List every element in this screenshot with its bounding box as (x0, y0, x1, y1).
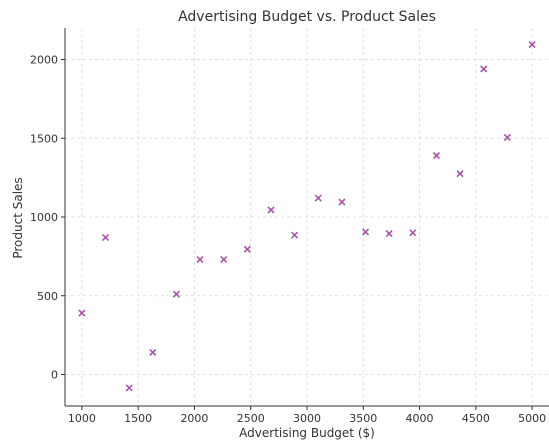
data-point (220, 255, 228, 264)
data-point (243, 245, 251, 253)
data-point (149, 348, 157, 356)
y-tick-label: 2000 (30, 54, 58, 67)
data-point (314, 194, 322, 202)
chart-title: Advertising Budget vs. Product Sales (178, 9, 436, 25)
data-point (385, 230, 393, 238)
data-point (172, 290, 180, 298)
data-point (432, 152, 440, 160)
data-point (267, 206, 275, 214)
y-axis-label: Product Sales (11, 177, 25, 258)
data-point (528, 41, 536, 49)
x-tick-label: 4500 (462, 412, 490, 425)
y-tick-label: 1000 (30, 211, 58, 224)
x-tick-label: 1500 (124, 412, 152, 425)
data-point (101, 233, 110, 242)
data-point (291, 231, 299, 239)
x-tick-label: 2000 (180, 412, 208, 425)
data-point (409, 229, 417, 237)
points (78, 41, 536, 392)
y-tick-label: 1500 (30, 132, 58, 145)
data-point (78, 309, 86, 317)
x-tick-label: 3000 (293, 412, 321, 425)
data-point (456, 170, 464, 178)
y-ticks: 0 500 1000 1500 2000 (30, 54, 65, 382)
x-axis-label: Advertising Budget ($) (239, 426, 375, 440)
x-tick-label: 2500 (237, 412, 265, 425)
data-point (503, 133, 511, 141)
x-tick-label: 4000 (406, 412, 434, 425)
data-point (338, 198, 346, 206)
x-tick-label: 5000 (518, 412, 546, 425)
x-ticks: 1000 1500 2000 2500 3000 3500 4000 4500 5000 (68, 406, 546, 425)
x-tick-label: 3500 (349, 412, 377, 425)
data-point (125, 384, 133, 392)
y-tick-label: 0 (51, 369, 58, 382)
x-tick-label: 1000 (68, 412, 96, 425)
data-point (480, 65, 488, 73)
grid (65, 28, 549, 406)
data-point (196, 255, 204, 264)
y-tick-label: 500 (37, 290, 58, 303)
data-point (361, 228, 370, 236)
